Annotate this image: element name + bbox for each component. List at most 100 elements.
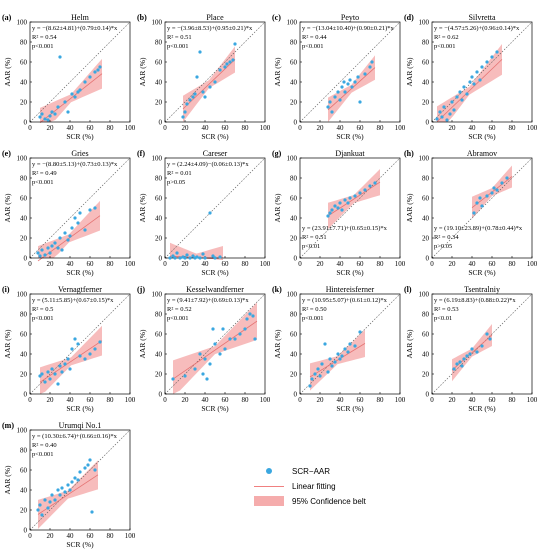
data-point xyxy=(251,314,255,318)
x-tick-label: 40 xyxy=(67,124,75,132)
data-point xyxy=(203,95,207,99)
data-point xyxy=(171,254,175,258)
data-point xyxy=(191,254,195,258)
data-point xyxy=(53,498,57,502)
panel-title: Kesselwandferner xyxy=(186,285,244,294)
data-point xyxy=(40,112,44,116)
y-axis-label: AAR (%) xyxy=(3,465,12,494)
x-tick-label: 20 xyxy=(47,396,55,404)
plot-frame xyxy=(164,293,266,395)
x-tick-label: 60 xyxy=(87,124,95,132)
data-point xyxy=(460,364,464,368)
data-point xyxy=(76,478,80,482)
y-tick-label: 80 xyxy=(422,311,430,319)
data-point xyxy=(348,78,352,82)
data-point xyxy=(442,105,446,109)
p-value-label: p<0.001 xyxy=(302,315,324,322)
fit-line xyxy=(172,320,258,380)
p-value-label: p<0.001 xyxy=(434,43,456,50)
data-point xyxy=(475,201,479,205)
y-tick-label: 20 xyxy=(290,235,298,243)
x-axis-label: SCR (%) xyxy=(66,540,94,549)
confidence-band xyxy=(40,325,102,394)
plot-frame xyxy=(431,157,533,259)
one-to-one-line xyxy=(431,21,533,123)
data-point xyxy=(195,255,199,259)
fit-line xyxy=(309,343,366,378)
y-tick-label: 20 xyxy=(20,507,28,515)
x-tick-label: 80 xyxy=(242,124,250,132)
data-point xyxy=(198,50,202,54)
x-axis-label: SCR (%) xyxy=(336,132,364,141)
y-tick-label: 40 xyxy=(20,215,28,223)
y-tick-label: 60 xyxy=(20,59,28,67)
data-point xyxy=(253,337,257,341)
x-tick-label: 40 xyxy=(469,124,477,132)
data-point xyxy=(36,251,40,255)
data-point xyxy=(98,65,102,69)
panel-11: (k) Hintereisferner 0 20 40 60 80 100 0 20 40 60 80 1… xyxy=(272,285,406,413)
data-point xyxy=(70,92,74,96)
y-tick-label: 80 xyxy=(155,311,163,319)
x-axis-label: SCR (%) xyxy=(201,268,229,277)
data-point xyxy=(83,357,87,361)
data-point xyxy=(356,75,360,79)
x-tick-label: 0 xyxy=(298,396,302,404)
y-tick-label: 80 xyxy=(20,175,28,183)
data-point xyxy=(63,100,67,104)
data-point xyxy=(68,234,72,238)
r2-label: R² = 0.40 xyxy=(32,442,57,449)
band-swatch-icon xyxy=(252,495,286,507)
one-to-one-line xyxy=(164,157,266,259)
confidence-band xyxy=(40,58,102,122)
r2-label: R² = 0.53 xyxy=(434,306,459,313)
data-point xyxy=(455,362,459,366)
data-point xyxy=(328,100,332,104)
data-point xyxy=(218,68,222,72)
panel-letter: (j) xyxy=(137,285,145,294)
data-point xyxy=(53,112,57,116)
equation-label: y = (23.91±7.71)+(0.65±0.15)*x xyxy=(302,225,388,232)
y-tick-label: 20 xyxy=(20,235,28,243)
panel-letter: (k) xyxy=(272,285,282,294)
y-tick-label: 80 xyxy=(20,311,28,319)
plot-frame xyxy=(431,293,533,395)
data-point xyxy=(248,312,252,316)
y-tick-label: 80 xyxy=(20,39,28,47)
data-point xyxy=(73,337,77,341)
panel-10: (j) Kesselwandferner 0 20 40 60 80 100 0 20 40 60 80… xyxy=(137,285,271,413)
data-point xyxy=(340,85,344,89)
y-tick-label: 60 xyxy=(155,331,163,339)
data-point xyxy=(201,372,205,376)
y-axis-label: AAR (%) xyxy=(138,57,147,86)
x-tick-label: 0 xyxy=(430,396,434,404)
panel-8: (h) Abramov 0 20 40 60 80 100 0 20 40 60 80 100 SCR (%… xyxy=(404,149,538,277)
data-point xyxy=(76,90,80,94)
plot-frame xyxy=(29,21,131,123)
data-point xyxy=(245,317,249,321)
x-tick-label: 100 xyxy=(527,124,538,132)
r2-label: R² = 0.51 xyxy=(167,34,192,41)
data-point xyxy=(56,246,60,250)
x-tick-label: 80 xyxy=(377,396,385,404)
r2-label: R² = 0.50 xyxy=(302,306,327,313)
x-tick-label: 0 xyxy=(163,396,167,404)
data-point xyxy=(48,377,52,381)
p-value-label: p<0.001 xyxy=(32,315,54,322)
data-point xyxy=(333,95,337,99)
data-point xyxy=(183,256,187,260)
data-point xyxy=(336,352,340,356)
y-tick-label: 100 xyxy=(152,291,163,299)
legend-band xyxy=(254,496,284,506)
x-tick-label: 100 xyxy=(395,124,406,132)
x-tick-label: 60 xyxy=(87,260,95,268)
y-tick-label: 40 xyxy=(155,79,163,87)
data-point xyxy=(368,184,372,188)
data-point xyxy=(455,95,459,99)
y-tick-label: 60 xyxy=(155,195,163,203)
y-axis-label: AAR (%) xyxy=(138,329,147,358)
data-point xyxy=(198,352,202,356)
x-axis-label: SCR (%) xyxy=(468,268,496,277)
fit-line xyxy=(182,59,236,110)
data-point xyxy=(78,470,82,474)
